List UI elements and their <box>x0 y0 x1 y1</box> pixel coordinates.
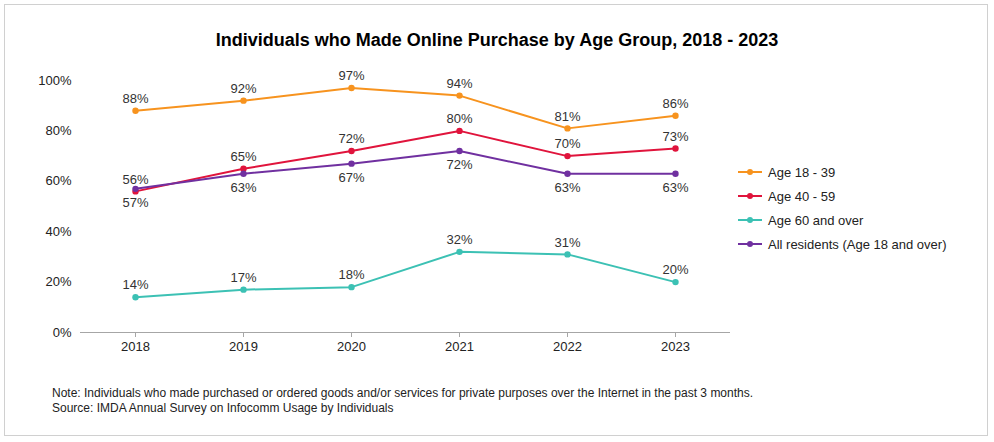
svg-text:70%: 70% <box>554 136 580 151</box>
html-text:Age 60 and over: Age 60 and over <box>768 212 864 228</box>
svg-text:2018: 2018 <box>121 339 150 354</box>
svg-text:31%: 31% <box>554 235 580 250</box>
svg-text:2021: 2021 <box>445 339 474 354</box>
svg-text:80%: 80% <box>45 123 71 138</box>
svg-text:94%: 94% <box>446 76 472 91</box>
svg-text:20%: 20% <box>662 262 688 277</box>
svg-text:72%: 72% <box>338 131 364 146</box>
svg-text:18%: 18% <box>338 267 364 282</box>
svg-text:81%: 81% <box>554 109 580 124</box>
svg-text:88%: 88% <box>122 91 148 106</box>
svg-text:56%: 56% <box>122 172 148 187</box>
svg-text:0%: 0% <box>53 325 72 340</box>
html-text:Individuals who Made Online Pu: Individuals who Made Online Purchase by … <box>215 30 779 50</box>
svg-text:14%: 14% <box>122 277 148 292</box>
svg-text:80%: 80% <box>446 111 472 126</box>
html-text:All residents (Age 18 and over: All residents (Age 18 and over) <box>768 236 947 252</box>
svg-text:20%: 20% <box>45 274 71 289</box>
svg-text:2023: 2023 <box>661 339 690 354</box>
html-text:Age 18 - 39: Age 18 - 39 <box>768 164 836 180</box>
svg-text:57%: 57% <box>122 195 148 210</box>
svg-text:97%: 97% <box>338 68 364 83</box>
html-text:Note: Individuals who made pur: Note: Individuals who made purchased or … <box>52 386 754 400</box>
html-text:Source: IMDA Annual Survey on: Source: IMDA Annual Survey on Infocomm U… <box>52 401 394 415</box>
svg-text:60%: 60% <box>45 173 71 188</box>
svg-text:72%: 72% <box>446 157 472 172</box>
html-text:Age 40 - 59: Age 40 - 59 <box>768 188 836 204</box>
svg-text:2020: 2020 <box>337 339 366 354</box>
svg-text:86%: 86% <box>662 96 688 111</box>
svg-text:63%: 63% <box>230 180 256 195</box>
svg-text:92%: 92% <box>230 81 256 96</box>
svg-text:2019: 2019 <box>229 339 258 354</box>
svg-text:17%: 17% <box>230 270 256 285</box>
svg-text:67%: 67% <box>338 170 364 185</box>
svg-text:63%: 63% <box>554 180 580 195</box>
svg-text:73%: 73% <box>662 129 688 144</box>
svg-text:40%: 40% <box>45 224 71 239</box>
svg-text:100%: 100% <box>38 73 72 88</box>
svg-text:32%: 32% <box>446 232 472 247</box>
svg-text:63%: 63% <box>662 180 688 195</box>
svg-text:65%: 65% <box>230 149 256 164</box>
svg-text:2022: 2022 <box>553 339 582 354</box>
